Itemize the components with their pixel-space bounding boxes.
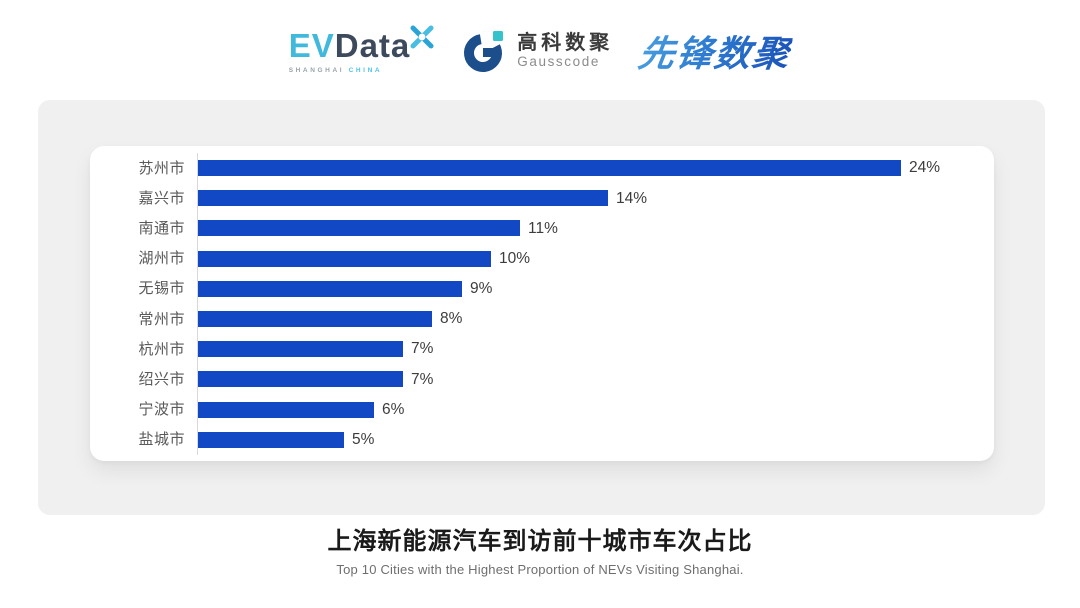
evdata-logo: EVData SHANGHAI CHINA <box>288 25 437 74</box>
category-label: 常州市 <box>138 310 185 328</box>
category-label: 无锡市 <box>138 280 185 298</box>
bar <box>198 311 432 328</box>
bar <box>198 280 462 297</box>
bar-value-label: 7% <box>411 370 434 388</box>
category-label: 盐城市 <box>138 431 185 449</box>
gausscode-cn-name: 高科数聚 <box>517 31 614 54</box>
bar-value-label: 10% <box>499 249 531 267</box>
bar-value-label: 9% <box>470 280 493 298</box>
bar-track: 11% <box>197 213 994 244</box>
chart-panel: 苏州市 24% 嘉兴市 14% 南通市 11% 湖州市 10% 无锡市 9% 常州市 8% 杭州市 7% 绍… <box>90 146 994 461</box>
evdata-star-icon <box>410 25 434 48</box>
evdata-ev-text: EV <box>288 26 335 64</box>
bar-row: 湖州市 10% <box>110 243 994 274</box>
bar-value-label: 5% <box>352 431 375 449</box>
evdata-wordmark: EVData <box>289 29 411 62</box>
logo-bar: EVData SHANGHAI CHINA 高科数聚 Gausscode 先锋数… <box>0 18 1080 84</box>
bar-row: 杭州市 7% <box>110 334 994 365</box>
bar <box>198 401 374 418</box>
bar <box>198 371 403 388</box>
bar-value-label: 24% <box>909 159 941 177</box>
gausscode-en-name: Gausscode <box>517 53 600 69</box>
pioneer-logo: 先锋数聚 <box>636 25 795 77</box>
chart-subtitle: Top 10 Cities with the Highest Proportio… <box>336 561 744 577</box>
bar-track: 6% <box>197 394 994 425</box>
bar-chart: 苏州市 24% 嘉兴市 14% 南通市 11% 湖州市 10% 无锡市 9% 常州市 8% 杭州市 7% 绍… <box>110 153 994 455</box>
category-label: 湖州市 <box>138 250 185 268</box>
evdata-subtext: SHANGHAI CHINA <box>288 66 383 74</box>
evdata-data-text: Data <box>334 26 411 64</box>
bar-row: 南通市 11% <box>110 213 994 244</box>
bar-row: 无锡市 9% <box>110 273 994 304</box>
category-label: 苏州市 <box>138 159 185 177</box>
footer: 上海新能源汽车到访前十城市车次占比 Top 10 Cities with the… <box>0 528 1080 577</box>
category-label: 南通市 <box>138 219 185 237</box>
category-label: 嘉兴市 <box>138 189 185 207</box>
gausscode-text: 高科数聚 Gausscode <box>517 31 614 69</box>
gausscode-logo: 高科数聚 Gausscode <box>462 28 613 74</box>
bar-row: 常州市 8% <box>110 303 994 335</box>
bar-value-label: 7% <box>411 340 434 358</box>
bar-track: 9% <box>197 273 994 304</box>
bar-value-label: 11% <box>528 219 558 237</box>
bar <box>198 341 403 358</box>
bar-value-label: 14% <box>616 189 648 207</box>
bar-row: 宁波市 6% <box>110 394 994 425</box>
bar-row: 绍兴市 7% <box>110 364 994 395</box>
gausscode-mark-icon <box>464 31 504 72</box>
chart-card: 苏州市 24% 嘉兴市 14% 南通市 11% 湖州市 10% 无锡市 9% 常州市 8% 杭州市 7% 绍… <box>38 100 1045 515</box>
chart-title: 上海新能源汽车到访前十城市车次占比 <box>327 528 753 555</box>
bar <box>198 250 491 267</box>
bar-value-label: 6% <box>382 400 405 418</box>
bar-track: 24% <box>197 153 994 184</box>
bar-track: 10% <box>197 243 994 274</box>
bar-track: 8% <box>197 303 994 335</box>
category-label: 宁波市 <box>138 401 185 419</box>
bar <box>198 220 520 237</box>
bar-row: 盐城市 5% <box>110 424 994 455</box>
category-label: 杭州市 <box>138 340 185 358</box>
bar-value-label: 8% <box>440 310 463 328</box>
bar <box>198 190 608 207</box>
bar-track: 5% <box>197 424 994 455</box>
category-label: 绍兴市 <box>138 370 185 388</box>
bar-track: 14% <box>197 183 994 214</box>
bar-row: 嘉兴市 14% <box>110 183 994 214</box>
bar <box>198 160 901 177</box>
bar-track: 7% <box>197 364 994 395</box>
bar-row: 苏州市 24% <box>110 153 994 184</box>
bar <box>198 431 344 448</box>
bar-track: 7% <box>197 334 994 365</box>
